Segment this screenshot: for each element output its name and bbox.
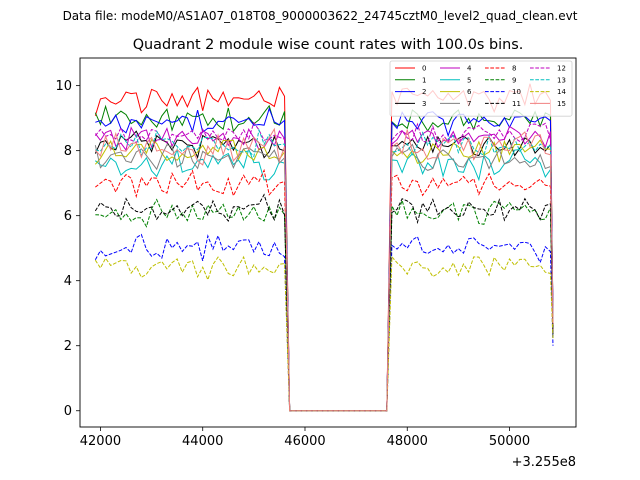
y-tick-label: 2: [64, 339, 72, 354]
legend-label-13: 13: [557, 76, 566, 84]
y-tick-label: 8: [64, 144, 72, 159]
legend-label-14: 14: [557, 88, 566, 96]
legend-label-3: 3: [422, 100, 426, 108]
chart-suptitle: Data file: modeM0/AS1A07_018T08_90000036…: [63, 9, 578, 23]
legend-label-11: 11: [512, 100, 521, 108]
chart-title: Quadrant 2 module wise count rates with …: [133, 37, 524, 53]
x-tick-label: 50000: [489, 434, 530, 449]
x-offset-label: +3.255e8: [512, 455, 576, 470]
legend-label-10: 10: [512, 88, 521, 96]
legend-label-5: 5: [467, 76, 471, 84]
legend-label-8: 8: [512, 65, 516, 73]
legend-label-7: 7: [467, 100, 471, 108]
legend-label-12: 12: [557, 65, 566, 73]
legend-label-9: 9: [512, 76, 516, 84]
legend-box: [389, 60, 573, 117]
y-tick-label: 10: [55, 79, 72, 94]
plot-area: [94, 83, 554, 412]
x-tick-label: 48000: [387, 434, 428, 449]
legend-label-1: 1: [422, 76, 426, 84]
y-tick-label: 4: [64, 274, 72, 289]
legend-label-0: 0: [422, 65, 426, 73]
series-line-8: [95, 168, 554, 412]
x-tick-label: 44000: [182, 434, 223, 449]
y-tick-label: 6: [64, 209, 72, 224]
axis-ticks: 42000 44000 46000 48000 50000 0 2 4 6 8 10: [55, 79, 530, 449]
legend-label-15: 15: [557, 100, 566, 108]
legend-label-2: 2: [422, 88, 426, 96]
legend-label-6: 6: [467, 88, 472, 96]
x-tick-label: 46000: [284, 434, 325, 449]
x-tick-label: 42000: [80, 434, 121, 449]
series-line-15: [94, 127, 554, 412]
legend-label-4: 4: [467, 65, 472, 73]
axes-frame: [79, 57, 577, 428]
y-tick-label: 0: [64, 404, 72, 419]
